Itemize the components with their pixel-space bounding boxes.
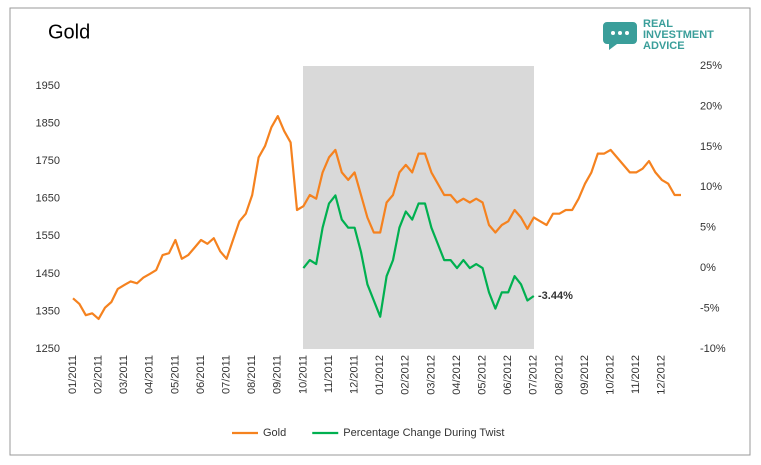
series-line xyxy=(302,194,535,318)
x-tick-label: 06/2011 xyxy=(195,355,207,394)
logo-dot xyxy=(618,31,622,35)
logo-dot xyxy=(611,31,615,35)
x-tick-label: 08/2011 xyxy=(246,355,258,394)
y-tick-label: 1350 xyxy=(36,305,60,317)
y2-tick-label: -10% xyxy=(700,343,726,355)
x-tick-label: 04/2012 xyxy=(451,355,463,395)
x-tick-label: 07/2011 xyxy=(221,355,233,394)
x-tick-label: 10/2012 xyxy=(605,355,617,395)
y-tick-label: 1850 xyxy=(36,117,60,129)
twist-shading xyxy=(303,66,534,349)
x-tick-label: 08/2012 xyxy=(553,355,565,395)
annotation: -3.44% xyxy=(538,290,573,302)
chart-title: Gold xyxy=(48,21,90,43)
x-tick-label: 05/2011 xyxy=(169,355,181,394)
x-tick-label: 12/2011 xyxy=(349,355,361,394)
x-tick-label: 12/2012 xyxy=(656,355,668,395)
y2-tick-label: 20% xyxy=(700,100,722,112)
logo: REAL INVESTMENT ADVICE xyxy=(603,18,714,52)
x-tick-label: 09/2011 xyxy=(272,355,284,394)
y-tick-label: 1550 xyxy=(36,230,60,242)
x-tick-label: 11/2011 xyxy=(323,355,335,393)
x-tick-label: 09/2012 xyxy=(579,355,591,395)
logo-text: ADVICE xyxy=(643,40,685,52)
logo-text: REAL xyxy=(643,18,673,30)
x-tick-label: 05/2012 xyxy=(477,355,489,395)
y-tick-label: 1450 xyxy=(36,268,60,280)
y-tick-label: 1250 xyxy=(36,343,60,355)
legend-label: Gold xyxy=(263,427,286,439)
x-tick-label: 04/2011 xyxy=(144,355,156,394)
y-tick-label: 1750 xyxy=(36,155,60,167)
y-tick-label: 1950 xyxy=(36,80,60,92)
y2-tick-label: 0% xyxy=(700,262,716,274)
y2-tick-label: 15% xyxy=(700,141,722,153)
y-tick-label: 1650 xyxy=(36,193,60,205)
series-line xyxy=(72,115,681,320)
x-tick-label: 03/2012 xyxy=(425,355,437,395)
logo-dot xyxy=(625,31,629,35)
x-tick-label: 07/2012 xyxy=(528,355,540,395)
legend-label: Percentage Change During Twist xyxy=(343,427,504,439)
x-tick-label: 02/2011 xyxy=(93,355,105,394)
y2-tick-label: 5% xyxy=(700,222,716,234)
x-tick-label: 06/2012 xyxy=(502,355,514,395)
x-tick-label: 03/2011 xyxy=(118,355,130,394)
x-tick-label: 01/2011 xyxy=(67,355,79,394)
x-tick-label: 11/2012 xyxy=(630,355,642,394)
x-tick-label: 01/2012 xyxy=(374,355,386,395)
x-tick-label: 10/2011 xyxy=(297,355,309,394)
logo-text: INVESTMENT xyxy=(643,29,714,41)
y2-tick-label: -5% xyxy=(700,302,720,314)
x-tick-label: 02/2012 xyxy=(400,355,412,395)
y2-tick-label: 25% xyxy=(700,60,722,72)
logo-icon xyxy=(603,22,637,50)
y2-tick-label: 10% xyxy=(700,181,722,193)
